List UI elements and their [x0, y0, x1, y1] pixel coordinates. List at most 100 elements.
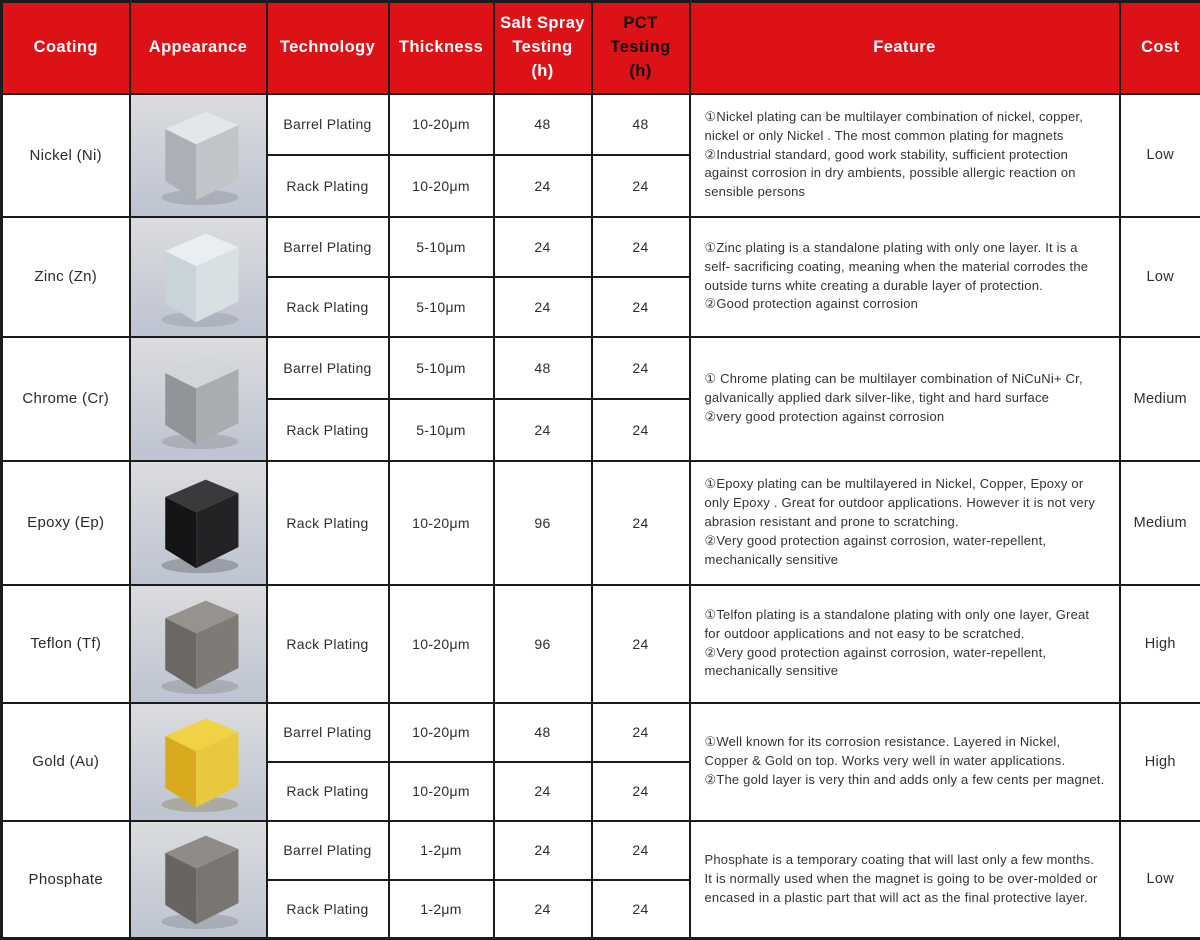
feature-cell: ①Zinc plating is a standalone plating wi… — [688, 215, 1121, 338]
coating-row-nickel-variant-2: Rack Plating 10-20μm 24 24 — [2, 153, 1200, 218]
thickness-cell: 5-10μm — [387, 397, 495, 462]
pct-hours-cell: 24 — [590, 215, 691, 278]
column-header-pct-testing: PCT Testing (h) — [590, 0, 691, 95]
appearance-cell — [128, 459, 268, 586]
technology-cell: Barrel Plating — [265, 335, 390, 400]
column-header-cost: Cost — [1118, 0, 1200, 95]
pct-hours-cell: 24 — [590, 878, 691, 940]
coating-name: Chrome (Cr) — [0, 335, 131, 462]
thickness-cell: 5-10μm — [387, 215, 495, 278]
technology-cell: Barrel Plating — [265, 92, 390, 156]
cost-cell: Low — [1118, 819, 1200, 940]
zinc-cube-icon — [161, 233, 239, 327]
feature-cell: ①Nickel plating can be multilayer combin… — [688, 92, 1121, 218]
coating-row-chrome-variant-2: Rack Plating 5-10μm 24 24 — [2, 397, 1200, 462]
technology-cell: Rack Plating — [265, 275, 390, 338]
coating-name: Teflon (Tf) — [0, 583, 131, 704]
cost-cell: Medium — [1118, 459, 1200, 586]
thickness-cell: 1-2μm — [387, 819, 495, 881]
thickness-cell: 1-2μm — [387, 878, 495, 940]
technology-cell: Barrel Plating — [265, 819, 390, 881]
coating-row-zinc: Zinc (Zn) Barrel Plating 5-10μm 24 24 ①Z… — [0, 215, 1200, 338]
column-header-technology: Technology — [265, 0, 390, 95]
pct-hours-cell: 24 — [590, 583, 691, 704]
cost-cell: Medium — [1118, 335, 1200, 462]
coating-name: Nickel (Ni) — [0, 92, 131, 218]
thickness-cell: 10-20μm — [387, 92, 495, 156]
salt-spray-hours-cell: 24 — [492, 275, 593, 338]
pct-hours-cell: 24 — [590, 153, 691, 218]
feature-cell: ①Well known for its corrosion resistance… — [688, 701, 1121, 822]
column-header-coating: Coating — [0, 0, 131, 95]
thickness-cell: 5-10μm — [387, 335, 495, 400]
column-header-appearance: Appearance — [128, 0, 268, 95]
thickness-cell: 5-10μm — [387, 275, 495, 338]
salt-spray-hours-cell: 96 — [492, 459, 593, 586]
technology-cell: Rack Plating — [265, 397, 390, 462]
appearance-cell — [128, 701, 268, 822]
pct-hours-cell: 24 — [590, 819, 691, 881]
coating-row-nickel: Nickel (Ni) Barrel Plating 10-20μm 48 48… — [0, 92, 1200, 218]
technology-cell: Rack Plating — [265, 459, 390, 586]
pct-hours-cell: 24 — [590, 760, 691, 822]
thickness-cell: 10-20μm — [387, 459, 495, 586]
pct-hours-cell: 24 — [590, 335, 691, 400]
header-row: Coating Appearance Technology Thickness … — [0, 0, 1200, 95]
gold-cube-icon — [161, 718, 239, 812]
salt-spray-hours-cell: 24 — [492, 819, 593, 881]
coating-row-epoxy: Epoxy (Ep) Rack Plating 10-20μm 96 24 ①E… — [0, 459, 1200, 586]
technology-cell: Rack Plating — [265, 583, 390, 704]
teflon-cube-icon — [161, 600, 239, 694]
column-header-salt-spray-testing: Salt Spray Testing (h) — [492, 0, 593, 95]
cost-cell: High — [1118, 701, 1200, 822]
cost-cell: High — [1118, 583, 1200, 704]
technology-cell: Rack Plating — [265, 760, 390, 822]
coating-row-phosphate: Phosphate Barrel Plating 1-2μm 24 24 Pho… — [0, 819, 1200, 940]
cost-cell: Low — [1118, 215, 1200, 338]
salt-spray-hours-cell: 96 — [492, 583, 593, 704]
chrome-cube-icon — [161, 355, 239, 449]
technology-cell: Barrel Plating — [265, 215, 390, 278]
salt-spray-hours-cell: 24 — [492, 153, 593, 218]
technology-cell: Rack Plating — [265, 878, 390, 940]
epoxy-cube-icon — [161, 479, 239, 573]
salt-spray-hours-cell: 48 — [492, 335, 593, 400]
nickel-cube-icon — [161, 111, 239, 206]
salt-spray-hours-cell: 24 — [492, 397, 593, 462]
feature-cell: ①Telfon plating is a standalone plating … — [688, 583, 1121, 704]
appearance-cell — [128, 215, 268, 338]
coating-name: Gold (Au) — [0, 701, 131, 822]
coating-row-phosphate-variant-2: Rack Plating 1-2μm 24 24 — [2, 878, 1200, 940]
cost-cell: Low — [1118, 92, 1200, 218]
pct-hours-cell: 48 — [590, 92, 691, 156]
appearance-cell — [128, 335, 268, 462]
thickness-cell: 10-20μm — [387, 153, 495, 218]
pct-hours-cell: 24 — [590, 397, 691, 462]
coating-row-chrome: Chrome (Cr) Barrel Plating 5-10μm 48 24 … — [0, 335, 1200, 462]
appearance-cell — [128, 819, 268, 940]
coating-name: Epoxy (Ep) — [0, 459, 131, 586]
coating-row-teflon: Teflon (Tf) Rack Plating 10-20μm 96 24 ①… — [0, 583, 1200, 704]
salt-spray-hours-cell: 48 — [492, 92, 593, 156]
coating-row-gold-variant-2: Rack Plating 10-20μm 24 24 — [2, 760, 1200, 822]
coating-name: Phosphate — [0, 819, 131, 940]
feature-cell: ① Chrome plating can be multilayer combi… — [688, 335, 1121, 462]
coating-row-zinc-variant-2: Rack Plating 5-10μm 24 24 — [2, 275, 1200, 338]
feature-cell: ①Epoxy plating can be multilayered in Ni… — [688, 459, 1121, 586]
salt-spray-hours-cell: 24 — [492, 215, 593, 278]
pct-hours-cell: 24 — [590, 275, 691, 338]
technology-cell: Rack Plating — [265, 153, 390, 218]
salt-spray-hours-cell: 24 — [492, 760, 593, 822]
salt-spray-hours-cell: 24 — [492, 878, 593, 940]
salt-spray-hours-cell: 48 — [492, 701, 593, 763]
feature-cell: Phosphate is a temporary coating that wi… — [688, 819, 1121, 940]
pct-hours-cell: 24 — [590, 459, 691, 586]
coating-row-gold: Gold (Au) Barrel Plating 10-20μm 48 24 ①… — [0, 701, 1200, 822]
thickness-cell: 10-20μm — [387, 701, 495, 763]
phosphate-cube-icon — [161, 835, 239, 930]
thickness-cell: 10-20μm — [387, 760, 495, 822]
column-header-feature: Feature — [688, 0, 1121, 95]
thickness-cell: 10-20μm — [387, 583, 495, 704]
technology-cell: Barrel Plating — [265, 701, 390, 763]
